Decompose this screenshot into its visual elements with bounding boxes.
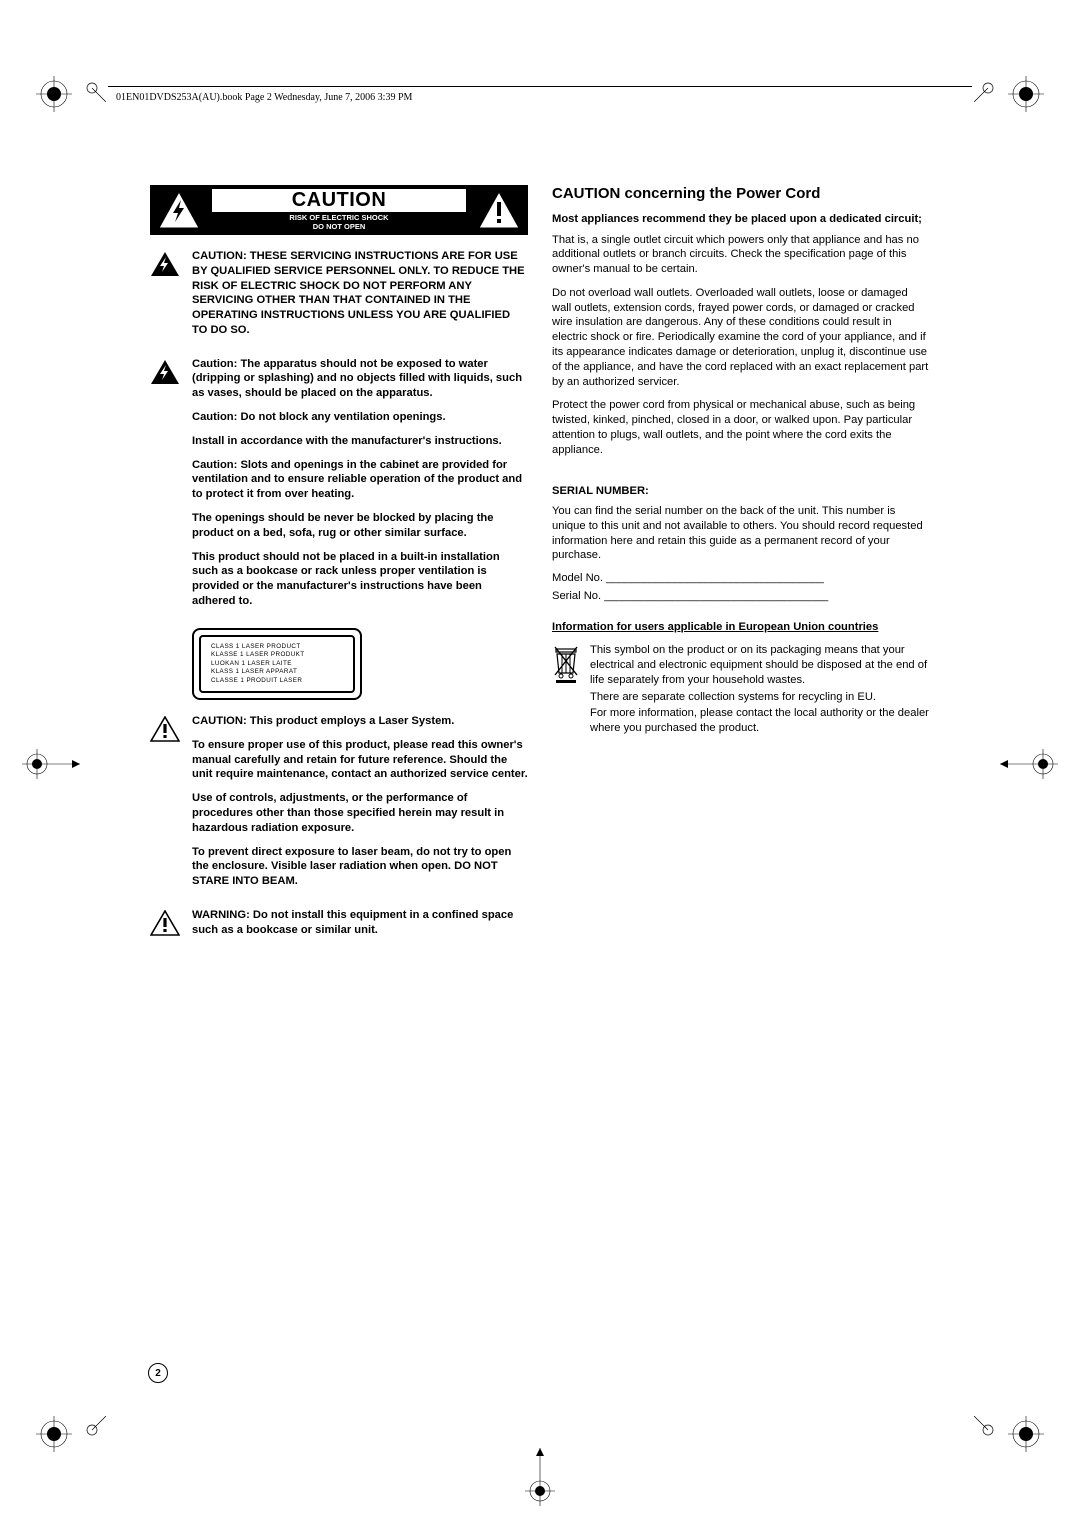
eu-para-2: There are separate collection systems fo…	[590, 690, 930, 705]
vent-caution-3: Caution: Slots and openings in the cabin…	[192, 458, 528, 502]
vent-caution-5: This product should not be placed in a b…	[192, 550, 528, 609]
crop-mark-icon	[22, 749, 82, 779]
crop-mark-icon	[36, 76, 72, 112]
caution-banner: CAUTION RISK OF ELECTRIC SHOCK DO NOT OP…	[150, 185, 528, 235]
header-filename: 01EN01DVDS253A(AU).book Page 2 Wednesday…	[116, 92, 412, 103]
weee-bin-icon	[552, 643, 582, 745]
confined-warning: WARNING: Do not install this equipment i…	[192, 908, 528, 938]
crop-mark-icon	[998, 749, 1058, 779]
crop-mark-icon	[36, 1416, 72, 1452]
shock-triangle-icon	[152, 187, 206, 233]
serial-no-field: Serial No. _____________________________…	[552, 590, 930, 602]
laser-label-line: CLASSE 1 PRODUIT LASER	[211, 677, 343, 686]
page-body: CAUTION RISK OF ELECTRIC SHOCK DO NOT OP…	[150, 185, 930, 1358]
eu-para-1: This symbol on the product or on its pac…	[590, 643, 930, 687]
page-number: 2	[148, 1363, 168, 1383]
laser-caution-4: To prevent direct exposure to laser beam…	[192, 845, 528, 889]
left-column: CAUTION RISK OF ELECTRIC SHOCK DO NOT OP…	[150, 185, 528, 1358]
servicing-caution: CAUTION: THESE SERVICING INSTRUCTIONS AR…	[192, 249, 528, 338]
laser-class-label: CLASS 1 LASER PRODUCT KLASSE 1 LASER PRO…	[192, 628, 528, 701]
corner-hook-icon	[84, 80, 106, 102]
header-rule	[108, 86, 972, 87]
power-para-3: Protect the power cord from physical or …	[552, 398, 930, 457]
laser-label-line: CLASS 1 LASER PRODUCT	[211, 643, 343, 652]
exclaim-triangle-icon	[150, 908, 182, 947]
power-para-2: Do not overload wall outlets. Overloaded…	[552, 286, 930, 389]
corner-hook-icon	[974, 1416, 996, 1438]
laser-caution-2: To ensure proper use of this product, pl…	[192, 738, 528, 782]
power-para-1: That is, a single outlet circuit which p…	[552, 233, 930, 277]
dedicated-circuit-sub: Most appliances recommend they be placed…	[552, 212, 930, 227]
power-cord-heading: CAUTION concerning the Power Cord	[552, 185, 930, 202]
eu-info-heading: Information for users applicable in Euro…	[552, 620, 930, 635]
exclaim-triangle-icon	[472, 187, 526, 233]
laser-label-line: KLASS 1 LASER APPARAT	[211, 668, 343, 677]
caution-label: CAUTION	[212, 189, 466, 212]
corner-hook-icon	[84, 1416, 106, 1438]
crop-mark-icon	[1008, 1416, 1044, 1452]
crop-mark-icon	[1008, 76, 1044, 112]
vent-caution-1: Caution: Do not block any ventilation op…	[192, 410, 528, 425]
right-column: CAUTION concerning the Power Cord Most a…	[552, 185, 930, 1358]
eu-para-3: For more information, please contact the…	[590, 706, 930, 736]
laser-label-line: LUOKAN 1 LASER LAITE	[211, 660, 343, 669]
model-no-field: Model No. ______________________________…	[552, 572, 930, 584]
laser-caution-3: Use of controls, adjustments, or the per…	[192, 791, 528, 835]
exclaim-triangle-icon	[150, 714, 182, 898]
shock-triangle-icon	[150, 357, 182, 618]
vent-caution-2: Install in accordance with the manufactu…	[192, 434, 528, 449]
crop-mark-icon	[525, 1446, 555, 1506]
laser-caution-1: CAUTION: This product employs a Laser Sy…	[192, 714, 528, 729]
shock-triangle-icon	[150, 249, 182, 347]
laser-label-line: KLASSE 1 LASER PRODUKT	[211, 651, 343, 660]
corner-hook-icon	[974, 80, 996, 102]
caution-sub2: DO NOT OPEN	[210, 223, 468, 232]
serial-number-para: You can find the serial number on the ba…	[552, 504, 930, 563]
water-caution: Caution: The apparatus should not be exp…	[192, 357, 528, 401]
vent-caution-4: The openings should be never be blocked …	[192, 511, 528, 541]
serial-number-head: SERIAL NUMBER:	[552, 484, 930, 499]
